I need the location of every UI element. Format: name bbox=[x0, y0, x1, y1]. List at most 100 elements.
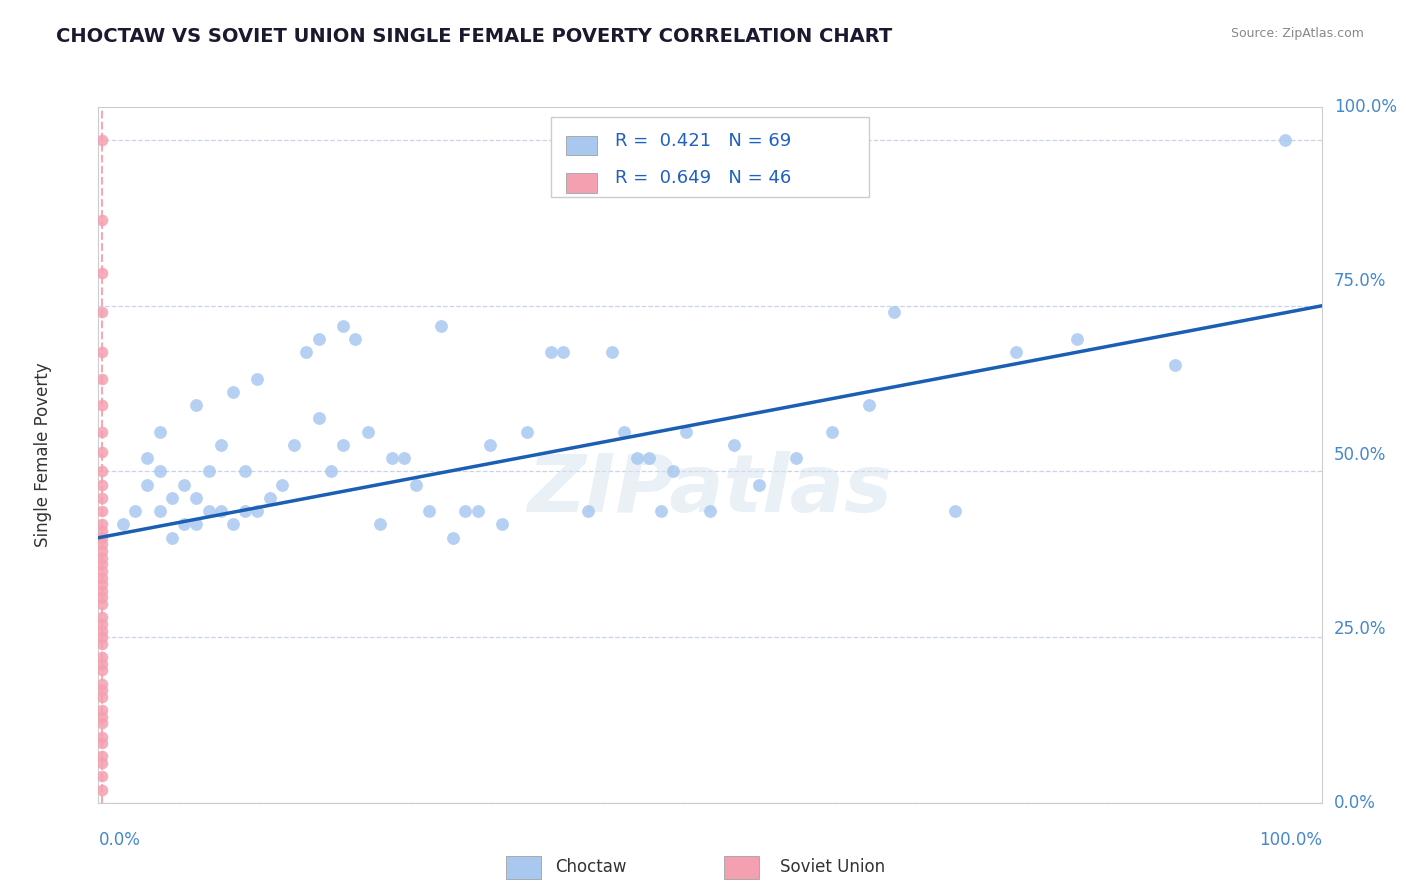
Point bbox=[91, 491, 114, 505]
Point bbox=[91, 616, 114, 631]
Point bbox=[332, 318, 354, 333]
Point bbox=[637, 451, 661, 466]
Point bbox=[748, 477, 770, 491]
Point bbox=[91, 591, 114, 605]
Point bbox=[675, 425, 697, 439]
Point bbox=[613, 425, 636, 439]
Point bbox=[91, 372, 114, 386]
Point bbox=[553, 345, 575, 359]
FancyBboxPatch shape bbox=[551, 118, 869, 197]
Point bbox=[91, 570, 114, 584]
Point bbox=[626, 451, 648, 466]
Point bbox=[467, 504, 489, 518]
Point bbox=[149, 465, 172, 479]
Point bbox=[91, 577, 114, 591]
Point bbox=[91, 657, 114, 671]
Text: R =  0.649   N = 46: R = 0.649 N = 46 bbox=[614, 169, 790, 187]
Point bbox=[91, 756, 114, 770]
Point bbox=[91, 517, 114, 532]
Point bbox=[283, 438, 305, 452]
Point bbox=[91, 650, 114, 665]
Text: Choctaw: Choctaw bbox=[555, 858, 627, 876]
Point bbox=[270, 477, 294, 491]
Point bbox=[332, 438, 354, 452]
Point bbox=[91, 550, 114, 565]
Point bbox=[91, 624, 114, 638]
Point bbox=[246, 504, 269, 518]
Point bbox=[173, 517, 195, 532]
Point bbox=[197, 465, 219, 479]
Point bbox=[821, 425, 844, 439]
Point bbox=[1164, 359, 1187, 373]
Point bbox=[136, 477, 159, 491]
Point bbox=[91, 683, 114, 698]
FancyBboxPatch shape bbox=[565, 173, 596, 193]
Text: R =  0.421   N = 69: R = 0.421 N = 69 bbox=[614, 132, 790, 150]
Point bbox=[295, 345, 318, 359]
Point bbox=[91, 769, 114, 783]
Text: ZIPatlas: ZIPatlas bbox=[527, 450, 893, 529]
Point bbox=[111, 517, 134, 532]
Point bbox=[91, 630, 114, 644]
FancyBboxPatch shape bbox=[565, 136, 596, 155]
Point bbox=[491, 517, 513, 532]
Point bbox=[308, 332, 330, 346]
Point bbox=[381, 451, 404, 466]
Point bbox=[91, 531, 114, 545]
Point bbox=[785, 451, 807, 466]
Point bbox=[662, 465, 685, 479]
Point bbox=[197, 504, 219, 518]
Point bbox=[233, 465, 256, 479]
Point bbox=[356, 425, 378, 439]
Text: 25.0%: 25.0% bbox=[1334, 620, 1386, 638]
Point bbox=[91, 477, 114, 491]
Point bbox=[186, 517, 208, 532]
Point bbox=[91, 690, 114, 704]
Point bbox=[515, 425, 537, 439]
Point bbox=[186, 398, 208, 412]
Text: Soviet Union: Soviet Union bbox=[780, 858, 886, 876]
Text: CHOCTAW VS SOVIET UNION SINGLE FEMALE POVERTY CORRELATION CHART: CHOCTAW VS SOVIET UNION SINGLE FEMALE PO… bbox=[56, 27, 893, 45]
Point bbox=[124, 504, 146, 518]
Point bbox=[91, 398, 114, 412]
Point bbox=[858, 398, 880, 412]
Point bbox=[454, 504, 477, 518]
Point bbox=[91, 133, 114, 147]
Point bbox=[246, 372, 269, 386]
Point bbox=[91, 305, 114, 319]
Point bbox=[1004, 345, 1026, 359]
Point bbox=[699, 504, 721, 518]
Point bbox=[600, 345, 623, 359]
Point bbox=[91, 212, 114, 227]
Point bbox=[91, 425, 114, 439]
Point bbox=[149, 425, 172, 439]
Point bbox=[441, 531, 464, 545]
Point bbox=[91, 444, 114, 458]
Point bbox=[368, 517, 391, 532]
Point bbox=[91, 564, 114, 578]
Point bbox=[91, 465, 114, 479]
Point bbox=[149, 504, 172, 518]
Point bbox=[91, 345, 114, 359]
Point bbox=[91, 736, 114, 750]
Point bbox=[160, 491, 183, 505]
Point bbox=[91, 730, 114, 744]
Point bbox=[91, 716, 114, 731]
Point bbox=[91, 544, 114, 558]
Point bbox=[1066, 332, 1088, 346]
Point bbox=[91, 266, 114, 280]
Point bbox=[91, 663, 114, 677]
Point bbox=[576, 504, 599, 518]
Point bbox=[160, 531, 183, 545]
Point bbox=[91, 583, 114, 598]
Point bbox=[478, 438, 501, 452]
Text: 100.0%: 100.0% bbox=[1334, 98, 1398, 116]
Point bbox=[209, 504, 232, 518]
Point bbox=[344, 332, 367, 346]
Point bbox=[392, 451, 416, 466]
Point bbox=[91, 637, 114, 651]
Point bbox=[209, 438, 232, 452]
Point bbox=[405, 477, 427, 491]
Point bbox=[91, 597, 114, 611]
Text: Source: ZipAtlas.com: Source: ZipAtlas.com bbox=[1230, 27, 1364, 40]
